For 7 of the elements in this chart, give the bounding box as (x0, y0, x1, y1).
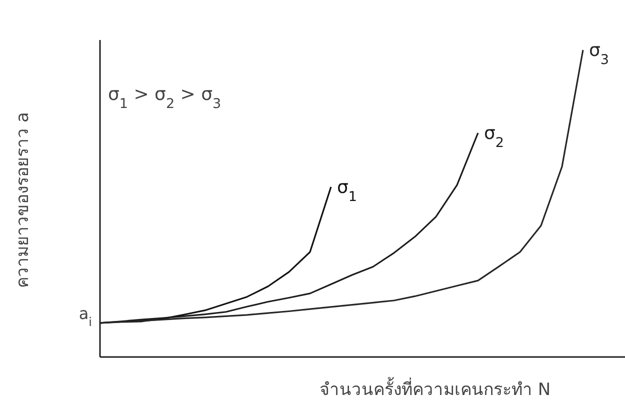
text: a$_{i}$ (78, 304, 92, 329)
x-axis-title: จำนวนครั้งที่ความเคนกระทำ N (319, 377, 551, 400)
annotation: σ$_{1}$ > σ$_{2}$ > σ$_{3}$ (108, 84, 222, 112)
series-label: σ$_{2}$ (484, 122, 504, 151)
series-label: σ$_{1}$ (337, 176, 358, 205)
series-label: σ$_{3}$ (589, 40, 610, 68)
y-axis-title: ความยาวของรอยราว a (13, 112, 33, 288)
